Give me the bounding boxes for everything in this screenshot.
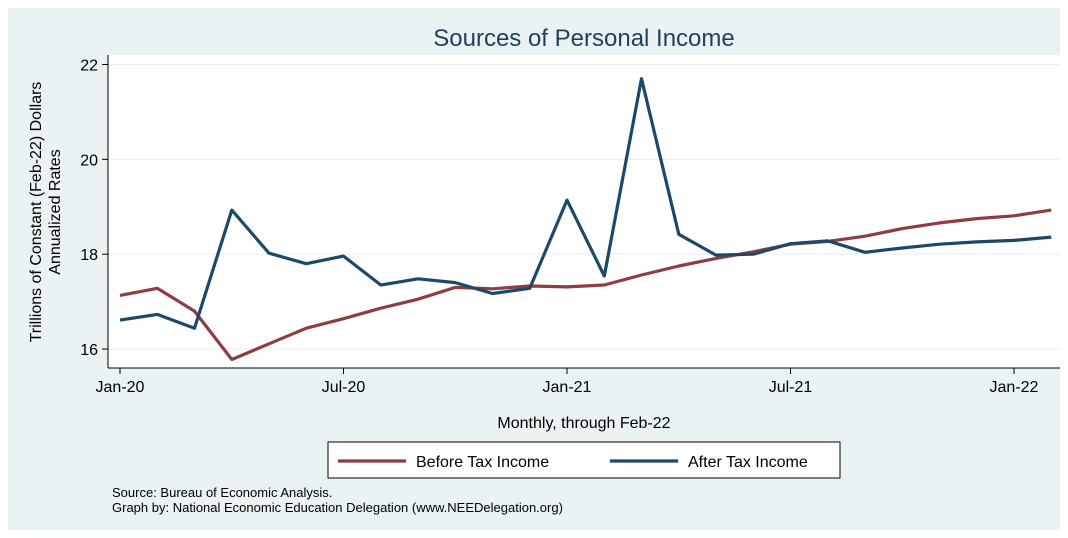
x-axis-label: Monthly, through Feb-22 bbox=[497, 415, 670, 432]
legend-box bbox=[327, 441, 841, 479]
x-tick-label: Jul-21 bbox=[769, 379, 813, 396]
credit-note: Graph by: National Economic Education De… bbox=[112, 500, 563, 515]
line-chart: 16 18 20 22 Jan-20 Jul-20 Jan-21 Jul-21 Jan-22 S… bbox=[28, 25, 1060, 479]
y-tick-label: 16 bbox=[80, 342, 98, 359]
y-axis-label-line2: Annualized Rates bbox=[47, 149, 64, 274]
plot-area bbox=[108, 55, 1060, 368]
x-tick-label: Jan-20 bbox=[96, 379, 145, 396]
chart-title: Sources of Personal Income bbox=[433, 25, 735, 52]
legend-label-before-tax: Before Tax Income bbox=[416, 454, 549, 471]
y-axis-label-line1: Trillions of Constant (Feb-22) Dollars bbox=[28, 82, 45, 343]
y-tick-label: 22 bbox=[80, 57, 98, 74]
series-line-before-tax bbox=[119, 208, 1052, 362]
series-line-after-tax bbox=[119, 77, 1052, 330]
x-tick-label: Jan-22 bbox=[990, 379, 1039, 396]
legend: Before Tax Income After Tax Income bbox=[327, 441, 841, 479]
x-tick-label: Jan-21 bbox=[543, 379, 592, 396]
y-tick-label: 18 bbox=[80, 247, 98, 264]
source-note: Source: Bureau of Economic Analysis. bbox=[112, 485, 333, 500]
x-tick-label: Jul-20 bbox=[322, 379, 366, 396]
chart-figure: 16 18 20 22 Jan-20 Jul-20 Jan-21 Jul-21 Jan-22 S… bbox=[8, 8, 1060, 530]
legend-label-after-tax: After Tax Income bbox=[688, 454, 808, 471]
y-tick-label: 20 bbox=[80, 152, 98, 169]
